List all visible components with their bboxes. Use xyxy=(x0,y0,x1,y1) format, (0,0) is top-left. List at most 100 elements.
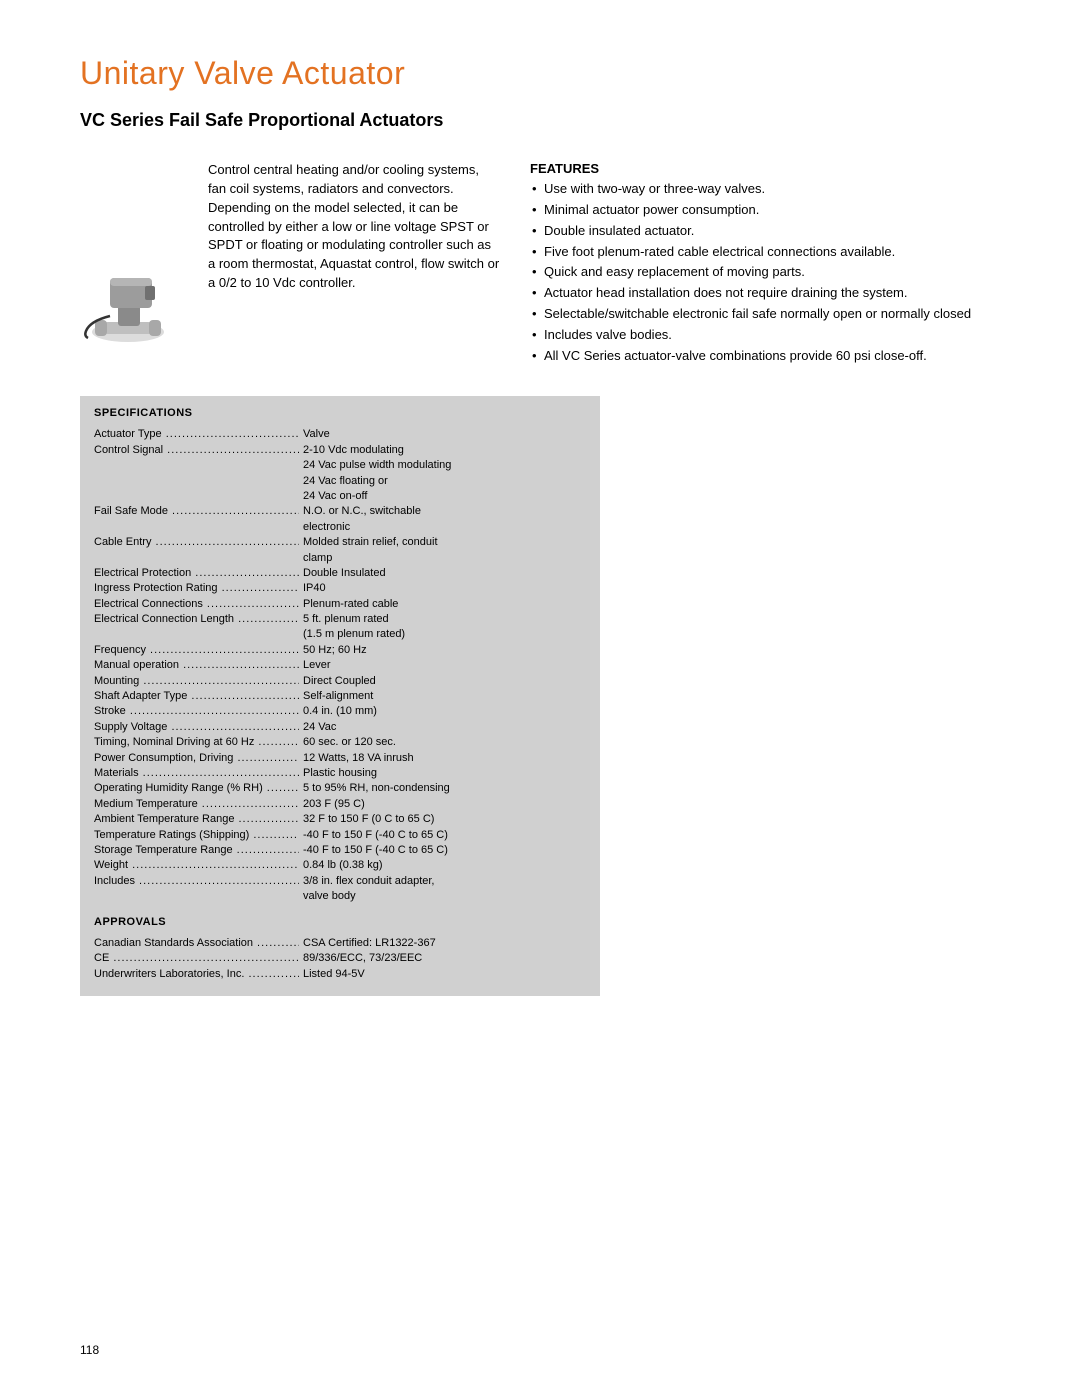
spec-label: Timing, Nominal Driving at 60 Hz xyxy=(94,735,299,750)
product-image xyxy=(80,226,190,356)
spec-value: 50 Hz; 60 Hz xyxy=(299,643,586,658)
spec-label: Fail Safe Mode xyxy=(94,504,299,519)
feature-item: Includes valve bodies. xyxy=(530,326,1000,345)
spec-value: 89/336/ECC, 73/23/EEC xyxy=(299,951,586,966)
approvals-heading: APPROVALS xyxy=(94,915,586,930)
spec-label: Includes xyxy=(94,874,299,889)
spec-label: Ambient Temperature Range xyxy=(94,812,299,827)
spec-label: Canadian Standards Association xyxy=(94,936,299,951)
spec-label: Manual operation xyxy=(94,658,299,673)
spec-row: Electrical ConnectionsPlenum-rated cable xyxy=(94,597,586,612)
spec-row: Includes3/8 in. flex conduit adapter, xyxy=(94,874,586,889)
spec-label: CE xyxy=(94,951,299,966)
right-column: FEATURES Use with two-way or three-way v… xyxy=(530,161,1000,396)
spec-label: Ingress Protection Rating xyxy=(94,581,299,596)
spec-row: Stroke0.4 in. (10 mm) xyxy=(94,704,586,719)
spec-value: 203 F (95 C) xyxy=(299,797,586,812)
spec-value: Lever xyxy=(299,658,586,673)
spec-value: 12 Watts, 18 VA inrush xyxy=(299,751,586,766)
spec-value: 32 F to 150 F (0 C to 65 C) xyxy=(299,812,586,827)
page-title: Unitary Valve Actuator xyxy=(80,55,1000,92)
features-list: Use with two-way or three-way valves. Min… xyxy=(530,180,1000,366)
spec-value: Direct Coupled xyxy=(299,674,586,689)
spec-label: Stroke xyxy=(94,704,299,719)
spec-value-continuation: (1.5 m plenum rated) xyxy=(94,627,586,642)
spec-label: Power Consumption, Driving xyxy=(94,751,299,766)
spec-label: Storage Temperature Range xyxy=(94,843,299,858)
spec-row: Supply Voltage24 Vac xyxy=(94,720,586,735)
spec-row: Medium Temperature203 F (95 C) xyxy=(94,797,586,812)
spec-value: Molded strain relief, conduit xyxy=(299,535,586,550)
spec-row: Underwriters Laboratories, Inc.Listed 94… xyxy=(94,967,586,982)
spec-value: Self-alignment xyxy=(299,689,586,704)
spec-label: Cable Entry xyxy=(94,535,299,550)
spec-row: MountingDirect Coupled xyxy=(94,674,586,689)
spec-row: Shaft Adapter TypeSelf-alignment xyxy=(94,689,586,704)
spec-row: Control Signal2-10 Vdc modulating xyxy=(94,443,586,458)
spec-row: Fail Safe ModeN.O. or N.C., switchable xyxy=(94,504,586,519)
spec-value: 60 sec. or 120 sec. xyxy=(299,735,586,750)
feature-item: Double insulated actuator. xyxy=(530,222,1000,241)
spec-label: Frequency xyxy=(94,643,299,658)
spec-row: Electrical ProtectionDouble Insulated xyxy=(94,566,586,581)
spec-value: Plenum-rated cable xyxy=(299,597,586,612)
spec-value-continuation: 24 Vac pulse width modulating xyxy=(94,458,586,473)
spec-row: Cable EntryMolded strain relief, conduit xyxy=(94,535,586,550)
spec-row: Frequency50 Hz; 60 Hz xyxy=(94,643,586,658)
spec-label: Underwriters Laboratories, Inc. xyxy=(94,967,299,982)
spec-label: Mounting xyxy=(94,674,299,689)
spec-value: 0.84 lb (0.38 kg) xyxy=(299,858,586,873)
spec-row: Operating Humidity Range (% RH)5 to 95% … xyxy=(94,781,586,796)
spec-value: 5 to 95% RH, non-condensing xyxy=(299,781,586,796)
spec-value: IP40 xyxy=(299,581,586,596)
page-number: 118 xyxy=(80,1343,99,1357)
intro-text: Control central heating and/or cooling s… xyxy=(208,161,500,356)
spec-value-continuation: 24 Vac floating or xyxy=(94,474,586,489)
spec-row: Electrical Connection Length5 ft. plenum… xyxy=(94,612,586,627)
spec-row: Storage Temperature Range-40 F to 150 F … xyxy=(94,843,586,858)
spec-value: Valve xyxy=(299,427,586,442)
spec-value: Listed 94-5V xyxy=(299,967,586,982)
spec-value: -40 F to 150 F (-40 C to 65 C) xyxy=(299,843,586,858)
spec-label: Electrical Connection Length xyxy=(94,612,299,627)
spec-label: Control Signal xyxy=(94,443,299,458)
spec-value: CSA Certified: LR1322-367 xyxy=(299,936,586,951)
feature-item: Use with two-way or three-way valves. xyxy=(530,180,1000,199)
document-page: Unitary Valve Actuator VC Series Fail Sa… xyxy=(0,0,1080,1036)
specifications-box: SPECIFICATIONS Actuator TypeValveControl… xyxy=(80,396,600,996)
feature-item: Actuator head installation does not requ… xyxy=(530,284,1000,303)
spec-label: Electrical Connections xyxy=(94,597,299,612)
features-heading: FEATURES xyxy=(530,161,1000,176)
spec-label: Supply Voltage xyxy=(94,720,299,735)
intro-row: Control central heating and/or cooling s… xyxy=(80,161,500,356)
spec-label: Temperature Ratings (Shipping) xyxy=(94,828,299,843)
spec-value: N.O. or N.C., switchable xyxy=(299,504,586,519)
spec-row: CE89/336/ECC, 73/23/EEC xyxy=(94,951,586,966)
spec-row: Actuator TypeValve xyxy=(94,427,586,442)
spec-value: 24 Vac xyxy=(299,720,586,735)
spec-row: Ambient Temperature Range32 F to 150 F (… xyxy=(94,812,586,827)
spec-value-continuation: clamp xyxy=(94,551,586,566)
spec-value: 3/8 in. flex conduit adapter, xyxy=(299,874,586,889)
spec-value: Double Insulated xyxy=(299,566,586,581)
spec-value-continuation: 24 Vac on-off xyxy=(94,489,586,504)
page-subtitle: VC Series Fail Safe Proportional Actuato… xyxy=(80,110,1000,131)
spec-label: Operating Humidity Range (% RH) xyxy=(94,781,299,796)
feature-item: Minimal actuator power consumption. xyxy=(530,201,1000,220)
specifications-rows: Actuator TypeValveControl Signal2-10 Vdc… xyxy=(94,427,586,904)
content-columns: Control central heating and/or cooling s… xyxy=(80,161,1000,396)
spec-row: Timing, Nominal Driving at 60 Hz60 sec. … xyxy=(94,735,586,750)
spec-row: Manual operationLever xyxy=(94,658,586,673)
feature-item: All VC Series actuator-valve combination… xyxy=(530,347,1000,366)
spec-value: Plastic housing xyxy=(299,766,586,781)
spec-row: Temperature Ratings (Shipping)-40 F to 1… xyxy=(94,828,586,843)
feature-item: Five foot plenum-rated cable electrical … xyxy=(530,243,1000,262)
spec-value: 2-10 Vdc modulating xyxy=(299,443,586,458)
spec-label: Medium Temperature xyxy=(94,797,299,812)
spec-value: -40 F to 150 F (-40 C to 65 C) xyxy=(299,828,586,843)
feature-item: Selectable/switchable electronic fail sa… xyxy=(530,305,1000,324)
spec-row: Weight0.84 lb (0.38 kg) xyxy=(94,858,586,873)
spec-label: Shaft Adapter Type xyxy=(94,689,299,704)
specifications-heading: SPECIFICATIONS xyxy=(94,406,586,421)
spec-value: 0.4 in. (10 mm) xyxy=(299,704,586,719)
